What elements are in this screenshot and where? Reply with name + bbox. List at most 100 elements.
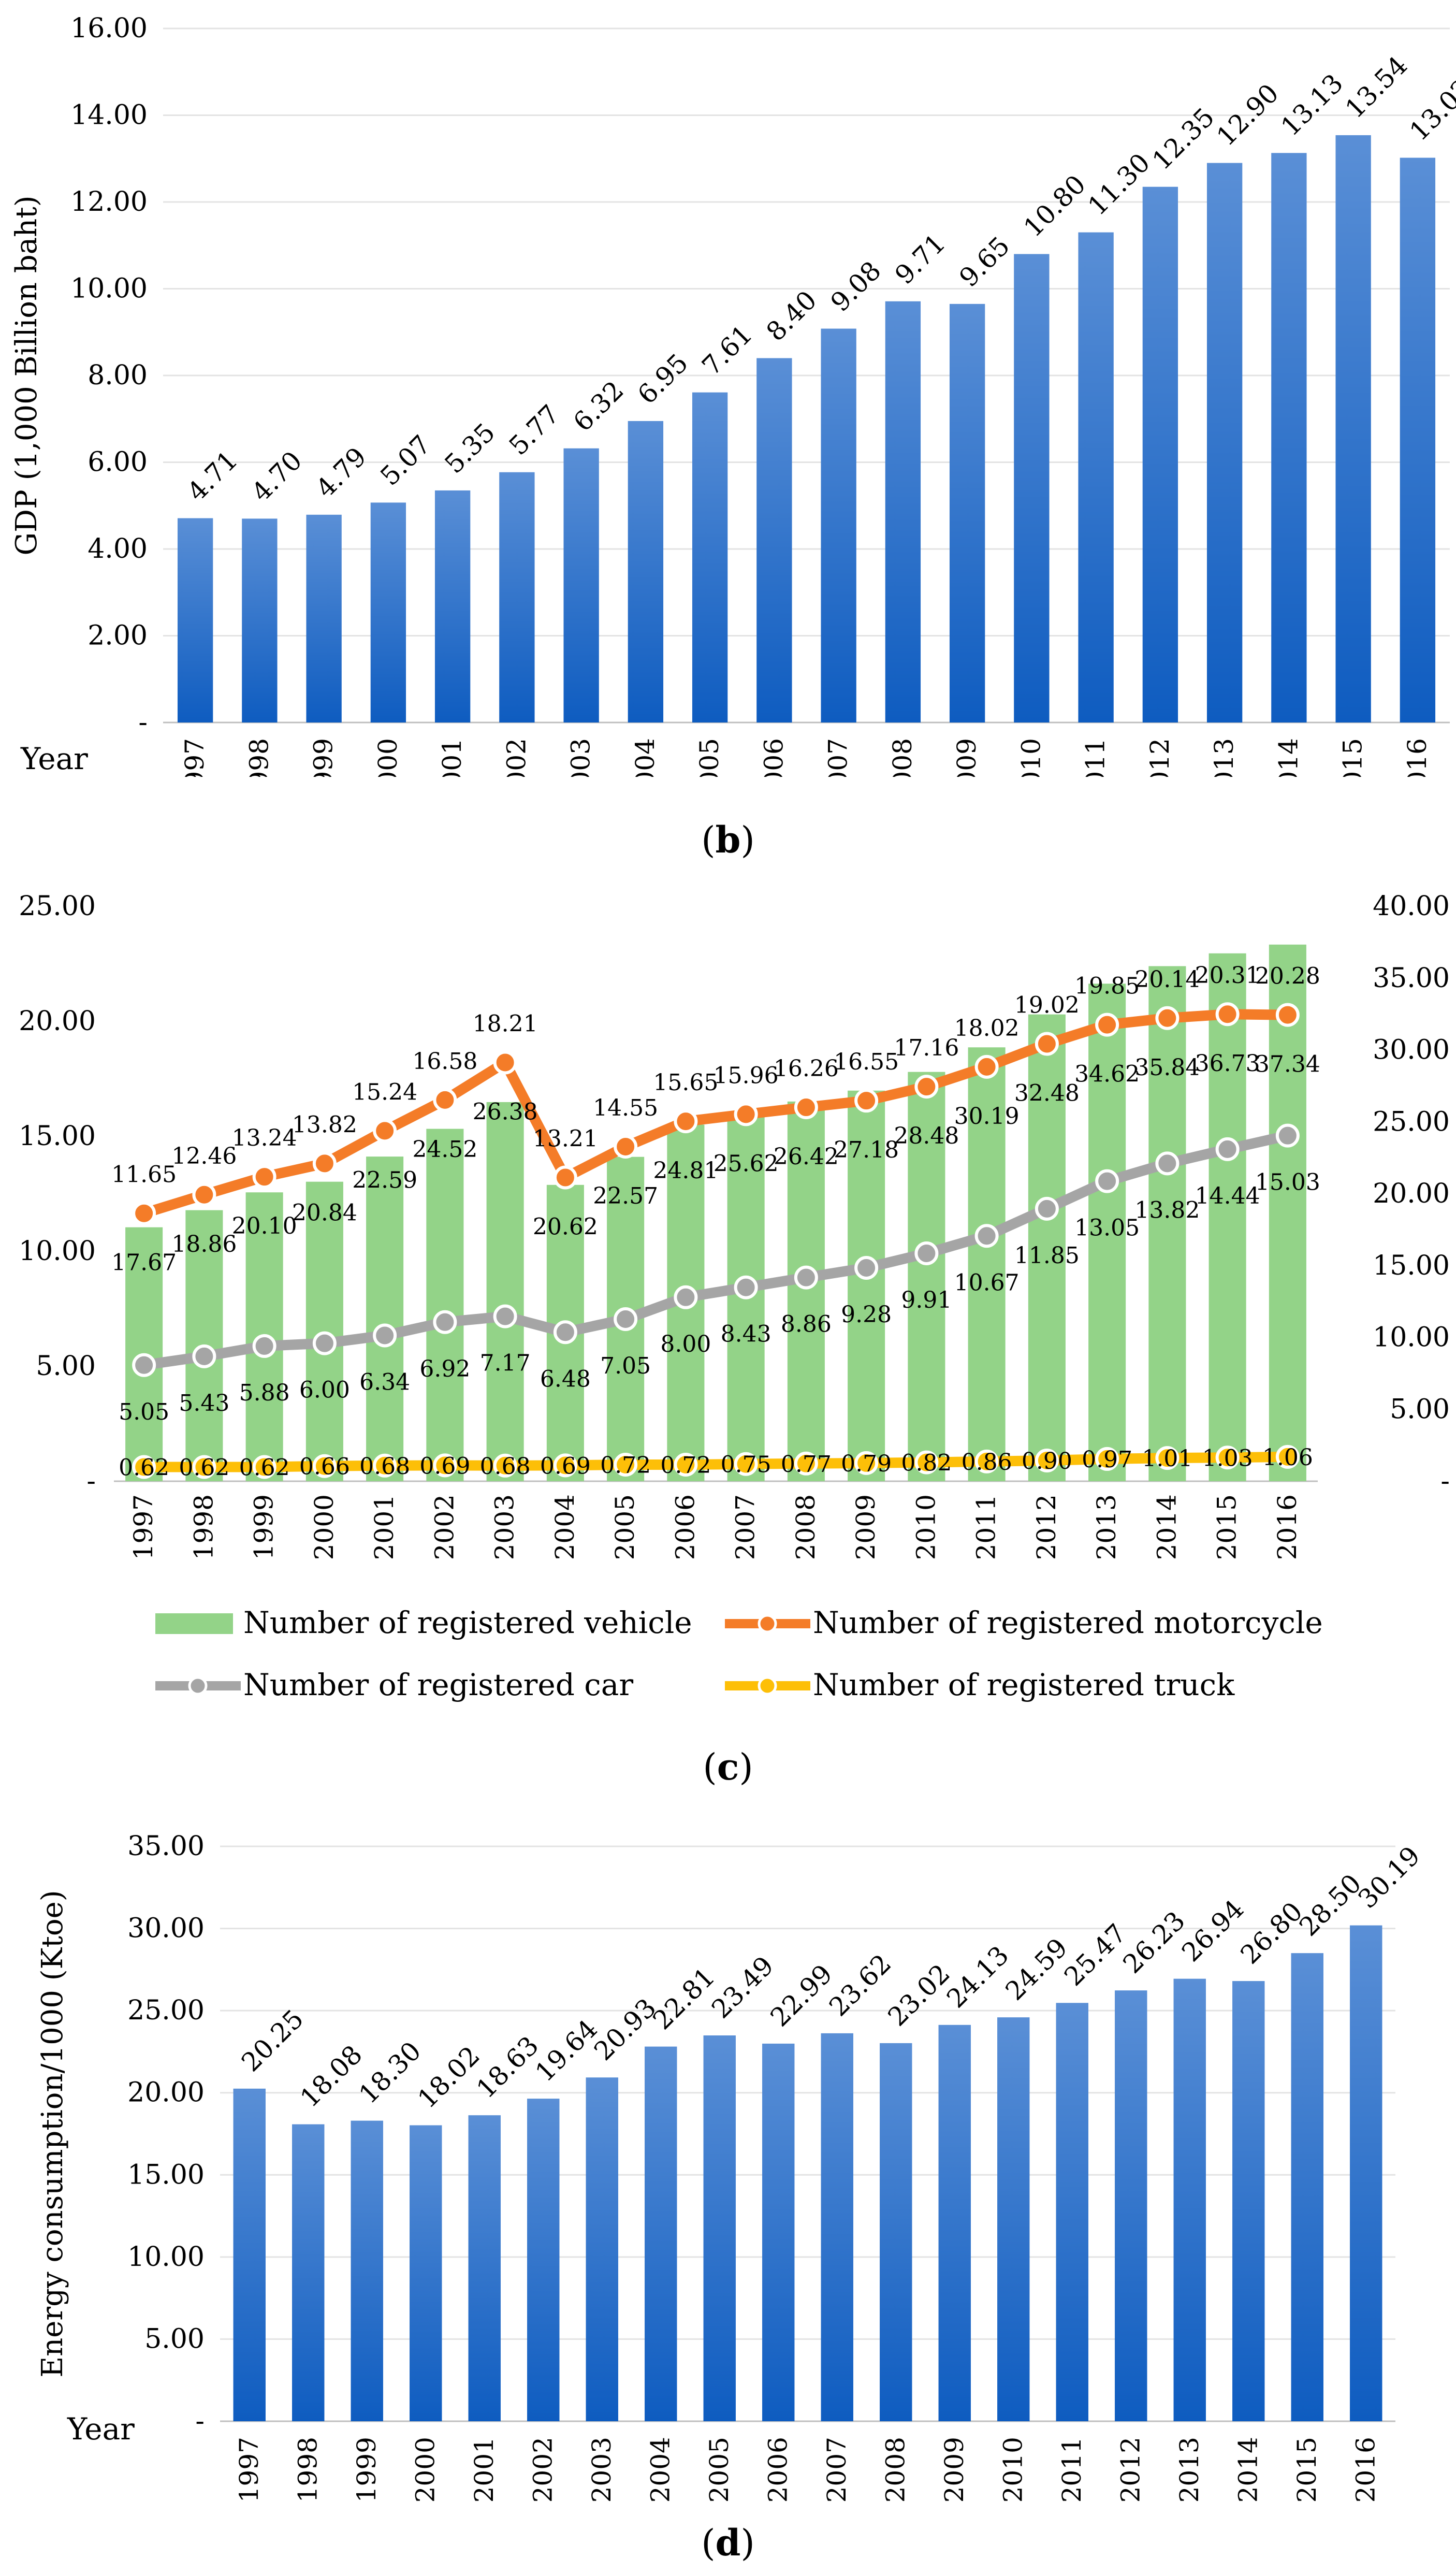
y-tick-label: 30.00 <box>127 1913 205 1944</box>
x-tick-label: 2006 <box>670 1494 700 1560</box>
bar-1998 <box>292 2124 325 2421</box>
motorcycle-point-2006 <box>674 1109 698 1134</box>
bar-2000 <box>410 2125 442 2421</box>
car-value-label: 5.88 <box>239 1380 290 1406</box>
y-tick-label: 35.00 <box>127 1831 205 1862</box>
truck-value-label: 0.72 <box>600 1452 651 1479</box>
car-value-label: 15.03 <box>1255 1169 1320 1196</box>
motorcycle-value-label: 16.55 <box>834 1049 899 1075</box>
vehicle-value-label: 24.81 <box>653 1158 718 1184</box>
motorcycle-point-2014 <box>1155 1006 1180 1030</box>
vehicle-bar-2014 <box>1148 966 1186 1481</box>
car-value-label: 7.05 <box>600 1353 651 1379</box>
truck-point-1997 <box>132 1455 156 1479</box>
vehicle-value-label: 28.48 <box>894 1123 959 1149</box>
legend-vehicle-swatch <box>155 1613 233 1634</box>
bar-1999 <box>351 2120 383 2421</box>
vehicle-value-label: 26.38 <box>473 1098 538 1125</box>
vehicle-value-label: 26.42 <box>774 1144 839 1170</box>
truck-value-label: 0.75 <box>721 1452 771 1478</box>
value-label: 30.19 <box>1352 1841 1426 1914</box>
left-y-tick-label: 5.00 <box>36 1351 96 1382</box>
y-tick-label: 20.00 <box>127 2077 205 2108</box>
vehicle-value-label: 27.18 <box>834 1137 899 1163</box>
vehicle-value-label: 24.52 <box>412 1136 477 1163</box>
value-label: 10.80 <box>1018 169 1091 243</box>
legend-vehicle-label: Number of registered vehicle <box>243 1605 692 1640</box>
right-y-tick-label: 20.00 <box>1373 1178 1450 1209</box>
legend-motorcycle-label: Number of registered motorcycle <box>813 1605 1323 1640</box>
x-tick-label: 1999 <box>249 1494 279 1560</box>
bar-2004 <box>628 421 664 722</box>
motorcycle-value-label: 20.28 <box>1255 963 1320 990</box>
motorcycle-value-label: 16.58 <box>412 1048 477 1075</box>
truck-point-2011 <box>974 1449 999 1473</box>
truck-value-label: 0.77 <box>781 1451 832 1478</box>
truck-point-2016 <box>1275 1444 1300 1469</box>
x-tick-label: 2000 <box>309 1494 339 1560</box>
x-tick-label: 2002 <box>528 2437 558 2502</box>
x-tick-label: 2002 <box>429 1494 459 1560</box>
vehicle-value-label: 20.62 <box>533 1213 598 1240</box>
car-point-1999 <box>252 1334 276 1358</box>
left-y-tick-label: 25.00 <box>19 891 96 922</box>
car-point-1998 <box>192 1344 216 1368</box>
legend-truck-label: Number of registered truck <box>813 1667 1235 1702</box>
truck-value-label: 0.62 <box>239 1454 290 1481</box>
x-tick-label: 2010 <box>998 2437 1028 2502</box>
x-tick-label: 2014 <box>1152 1494 1182 1560</box>
x-tick-label: 2004 <box>645 2437 675 2502</box>
motorcycle-point-2010 <box>914 1075 939 1099</box>
value-label: 18.02 <box>412 2041 486 2114</box>
x-tick-label: 2006 <box>759 738 789 777</box>
vehicle-bar-2016 <box>1269 944 1306 1481</box>
truck-value-label: 1.06 <box>1262 1444 1313 1471</box>
car-point-2012 <box>1035 1196 1059 1221</box>
truck-value-label: 1.01 <box>1142 1445 1192 1472</box>
car-value-label: 6.00 <box>299 1377 350 1404</box>
bar-2016 <box>1350 1925 1382 2421</box>
bar-2003 <box>586 2077 618 2421</box>
x-tick-label: 2004 <box>550 1494 580 1560</box>
truck-point-2005 <box>614 1453 638 1477</box>
value-label: 9.71 <box>889 228 951 291</box>
truck-value-label: 0.66 <box>299 1454 350 1480</box>
right-y-tick-label: 40.00 <box>1373 891 1450 922</box>
right-y-tick-label: - <box>1440 1466 1450 1497</box>
caption-b: (b) <box>701 818 755 861</box>
value-label: 20.25 <box>236 2004 309 2077</box>
value-label: 5.07 <box>374 429 436 492</box>
truck-point-2008 <box>794 1451 818 1476</box>
value-label: 4.70 <box>246 445 308 508</box>
left-y-tick-label: - <box>86 1466 96 1497</box>
value-label: 5.77 <box>503 399 565 461</box>
x-tick-label: 2007 <box>822 2437 852 2502</box>
right-y-tick-label: 25.00 <box>1373 1106 1450 1137</box>
value-label: 18.08 <box>295 2040 368 2113</box>
x-tick-label: 1997 <box>180 738 210 777</box>
x-tick-label: 2000 <box>373 738 403 777</box>
truck-value-label: 0.69 <box>540 1453 591 1479</box>
x-tick-label: 2008 <box>880 2437 910 2502</box>
bar-2002 <box>527 2099 560 2421</box>
right-y-tick-label: 5.00 <box>1390 1394 1450 1425</box>
motorcycle-value-label: 14.55 <box>593 1095 658 1121</box>
caption-c-letter: c <box>717 1745 739 1788</box>
bar-2016 <box>1400 157 1436 723</box>
vehicle-value-label: 17.67 <box>111 1250 177 1276</box>
y-tick-label: 15.00 <box>127 2159 205 2190</box>
car-value-label: 5.43 <box>179 1390 229 1416</box>
x-tick-label: 2011 <box>1081 738 1111 777</box>
value-label: 9.65 <box>954 231 1016 293</box>
car-point-1997 <box>132 1353 156 1377</box>
bar-2007 <box>821 2033 853 2421</box>
vehicle-bar-2003 <box>486 1102 524 1481</box>
vehicle-bar-2011 <box>968 1047 1006 1481</box>
bar-1999 <box>306 514 342 722</box>
motorcycle-point-2000 <box>312 1151 337 1176</box>
y-axis-label: GDP (1,000 Billion baht) <box>10 195 43 555</box>
x-axis-label: Year <box>20 741 88 776</box>
caption-d-letter: d <box>715 2521 741 2564</box>
vehicle-value-label: 30.19 <box>954 1103 1020 1130</box>
y-tick-label: 6.00 <box>88 447 148 478</box>
